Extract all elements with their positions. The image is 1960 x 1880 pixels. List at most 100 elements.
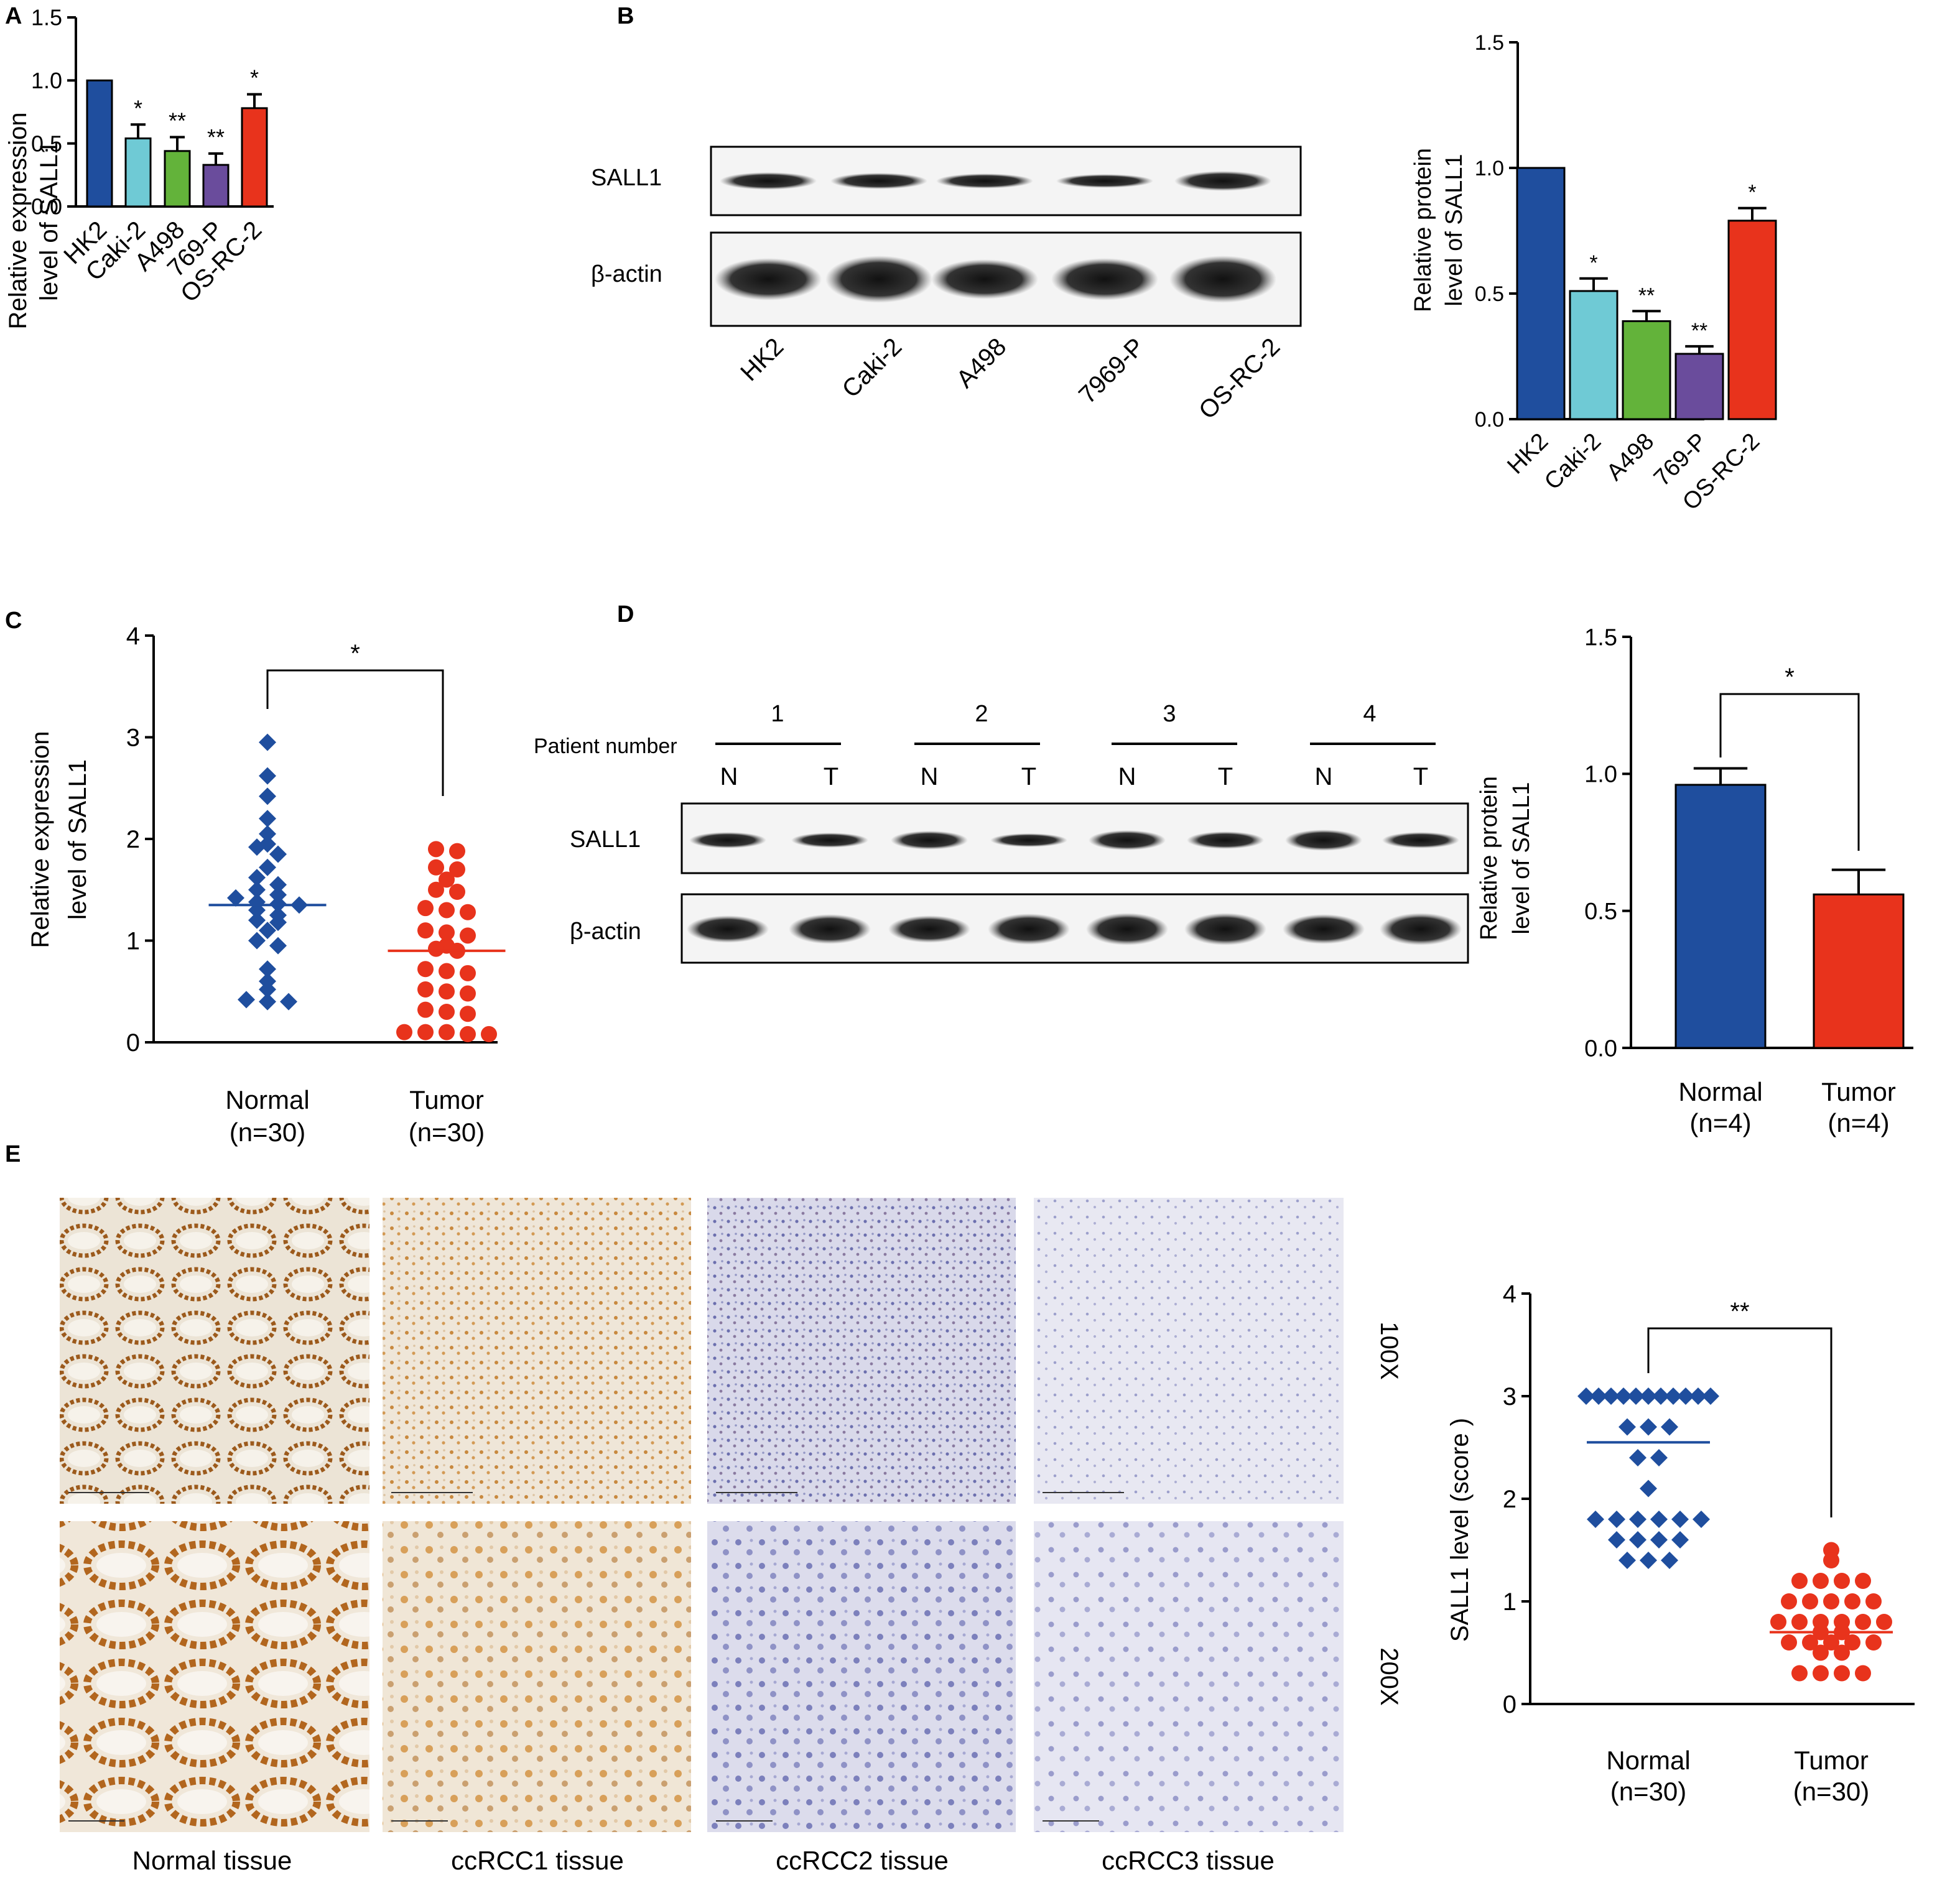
chart-c-point-normal [259, 993, 276, 1011]
chart-e-point-tumor [1865, 1593, 1882, 1609]
chart-c-point-tumor [417, 922, 434, 939]
chart-c-point-normal [259, 733, 276, 751]
chart-b-x-tick-label: Caki-2 [1540, 428, 1606, 495]
blot-b-sall1-band [1056, 174, 1153, 188]
chart-d-bar [1674, 784, 1767, 1049]
chart-b-sig-label: * [1748, 181, 1756, 205]
chart-d-y-tick-label: 0.0 [1584, 1035, 1617, 1062]
blot-d-sall1-band [689, 832, 766, 848]
blot-d-sall1-band [1089, 830, 1166, 850]
chart-e-point-tumor [1791, 1573, 1808, 1589]
chart-e-point-tumor [1865, 1634, 1882, 1651]
chart-c-point-tumor [428, 859, 444, 876]
blot-b-sall1-band [830, 173, 927, 189]
blot-d-patient-numbers: 1 2 3 4 [715, 701, 1436, 745]
chart-e-marks: ** [1577, 1298, 1893, 1682]
chart-e-y-tick-label: 4 [1503, 1280, 1516, 1308]
blot-d-lane-1t: T [824, 763, 838, 790]
chart-e-point-normal [1608, 1511, 1625, 1528]
blot-d-patient-1: 1 [771, 701, 784, 727]
chart-d-marks: * [1674, 664, 1905, 1049]
chart-a-ylabel-line1: Relative expression [4, 112, 32, 329]
blot-d-actin-band [1380, 913, 1462, 945]
blot-b-lane-hk2: HK2 [735, 333, 789, 386]
chart-a-axes: 0.0 0.5 1.0 1.5 [31, 5, 274, 220]
chart-e-point-tumor [1834, 1644, 1850, 1661]
chart-c-point-tumor [460, 927, 476, 944]
chart-c-point-tumor [481, 1026, 497, 1042]
chart-c-point-normal [248, 932, 266, 950]
blot-d-sall1-band [891, 831, 968, 850]
blot-d-patient-2: 2 [975, 701, 988, 727]
blot-d-actin-band [988, 914, 1070, 945]
chart-c-point-tumor [460, 1006, 476, 1022]
chart-c-point-tumor [428, 841, 444, 858]
chart-c-point-tumor [417, 900, 434, 917]
panel-label-c: C [5, 608, 22, 634]
chart-c-point-tumor [449, 843, 465, 859]
chart-d-cat-normal-n: (n=4) [1689, 1108, 1751, 1137]
chart-e-axes: 0 1 2 3 4 [1503, 1280, 1915, 1718]
chart-e-group-n-tumor: (n=30) [1793, 1777, 1870, 1806]
chart-e-point-normal [1608, 1531, 1625, 1549]
chart-a-bar [164, 150, 191, 208]
chart-a-sig-label: * [250, 65, 259, 91]
chart-c-point-tumor [439, 871, 455, 888]
chart-c-point-normal [269, 914, 287, 932]
chart-c-point-tumor [417, 1024, 434, 1040]
blot-b-lane-osrc2: OS-RC-2 [1194, 333, 1285, 424]
chart-e-point-normal [1650, 1531, 1668, 1549]
chart-b-sig-label: ** [1691, 319, 1707, 343]
chart-c-y-tick-label: 4 [126, 623, 140, 650]
chart-c-group-label-normal: Normal [225, 1085, 309, 1114]
chart-c-point-normal [259, 825, 276, 843]
chart-e-point-normal [1640, 1479, 1657, 1498]
chart-c-point-normal [259, 858, 276, 876]
chart-b-y-tick-label: 0.0 [1475, 408, 1504, 432]
chart-d-ylabel: Relative protein level of SALL1 [1476, 776, 1535, 940]
chart-b-marks: HK2*Caki-2**A498**769-P*OS-RC-2 [1502, 167, 1777, 516]
chart-b-bar [1622, 320, 1671, 420]
chart-c-point-tumor [417, 961, 434, 978]
chart-c-point-tumor [460, 965, 476, 981]
ihc-normal-200x [60, 1521, 369, 1832]
chart-e-point-normal [1615, 1387, 1632, 1405]
chart-c-point-normal [269, 876, 287, 894]
chart-e-significance-bracket [1647, 1327, 1832, 1517]
blot-b-actin-band [825, 256, 932, 303]
chart-e-point-normal [1671, 1511, 1689, 1528]
chart-c-point-tumor [449, 861, 465, 878]
chart-b-y-tick-label: 1.5 [1475, 31, 1504, 55]
chart-a-y-tick-label: 0.5 [31, 131, 62, 156]
chart-c-point-normal [259, 767, 276, 785]
chart-e: SALL1 level (score ) 0 1 2 3 4 ** Normal (n=… [1446, 1280, 1915, 1806]
chart-a-bar [241, 107, 268, 208]
blot-b-bands [715, 171, 1276, 303]
chart-c-group-n-normal: (n=30) [230, 1118, 306, 1147]
chart-d-y-tick-label: 1.5 [1584, 624, 1617, 651]
chart-c-point-normal [259, 922, 276, 940]
chart-c-point-tumor [417, 981, 434, 998]
chart-c-significance-bracket [266, 669, 444, 796]
chart-e-point-tumor [1791, 1665, 1808, 1682]
chart-c-group-n-tumor: (n=30) [409, 1118, 485, 1147]
chart-e-group-n-normal: (n=30) [1610, 1777, 1687, 1806]
chart-d-ylabel-line1: Relative protein [1476, 776, 1502, 940]
chart-c-y-tick-label: 2 [126, 826, 140, 853]
blot-b-lane-a498: A498 [951, 333, 1011, 393]
chart-c-point-normal [248, 881, 266, 899]
chart-e-y-tick-label: 1 [1503, 1588, 1516, 1616]
chart-d-y-tick-label: 0.5 [1584, 899, 1617, 925]
chart-a-bar [124, 137, 152, 208]
chart-d-significance-bracket [1719, 693, 1860, 851]
blot-b-lane-7969p: 7969-P [1074, 333, 1150, 409]
ihc-mag-200x: 200X [1375, 1647, 1403, 1705]
chart-b: Relative protein level of SALL1 0.0 0.5 1.… [1410, 31, 1777, 516]
blot-d-row-sall1: SALL1 [570, 827, 641, 853]
chart-e-point-tumor [1813, 1573, 1829, 1589]
chart-d-cat-normal: Normal [1678, 1077, 1762, 1106]
chart-c-point-normal [259, 960, 276, 978]
chart-e-point-tumor [1855, 1665, 1871, 1682]
chart-c-point-normal [269, 937, 287, 955]
blot-b-actin-band [1051, 258, 1158, 300]
